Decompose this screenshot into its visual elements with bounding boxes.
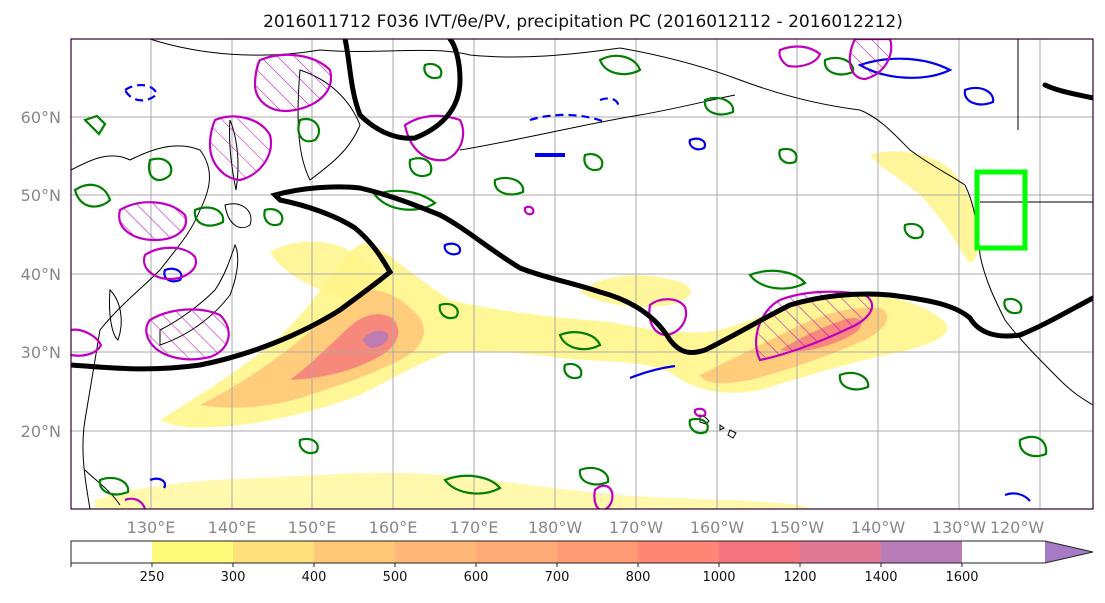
colorbar-tick-label: 600 <box>464 570 489 585</box>
colorbar-tick-label: 1000 <box>702 570 735 585</box>
map-frame <box>70 38 1094 510</box>
lon-label: 170°E <box>450 518 499 537</box>
precip-pc-small2 <box>523 205 535 216</box>
colorbar-outline <box>70 540 1094 564</box>
lon-label: 130°E <box>127 518 176 537</box>
precip-pc-west-edge <box>71 328 103 357</box>
colorbar-tick-label: 1200 <box>783 570 816 585</box>
colorbar-tick-label: 250 <box>140 570 165 585</box>
theta-e-northeast <box>1042 82 1093 101</box>
theta-e-main <box>71 184 1093 372</box>
theta-e-contours <box>71 39 1093 372</box>
colorbar-tick-label: 500 <box>383 570 408 585</box>
colorbar-tick-label: 700 <box>545 570 570 585</box>
precip-pc-north-bc <box>848 39 893 81</box>
precip-pc-south2 <box>124 497 147 509</box>
lat-label: 20°N <box>21 422 61 441</box>
precip-pc-west-japan <box>118 201 188 242</box>
coast-alaska <box>619 47 966 186</box>
colorbar-segment <box>314 541 395 563</box>
lat-label: 40°N <box>21 265 61 284</box>
lon-label: 140°W <box>851 518 906 537</box>
graticule <box>71 39 1093 509</box>
colorbar-segment <box>881 541 962 563</box>
lon-label: 160°E <box>369 518 418 537</box>
colorbar-segment <box>800 541 881 563</box>
map-panel <box>70 38 1094 510</box>
pv-positive-contours <box>73 54 1048 496</box>
colorbar-ticks: 250 300 400 500 600 700 800 1000 1200 1400 1600 <box>70 563 979 585</box>
lon-label: 160°W <box>690 518 745 537</box>
colorbar-tick-label: 1600 <box>945 570 978 585</box>
colorbar-segments <box>71 541 962 563</box>
coast-philippines <box>84 469 121 506</box>
longitude-labels: 130°E 140°E 150°E 160°E 170°E 180°W 170°… <box>127 518 1045 537</box>
coast-hawaii <box>699 414 737 439</box>
lat-label: 50°N <box>21 186 61 205</box>
colorbar-tick-label: 300 <box>221 570 246 585</box>
precip-pc-northwest <box>778 45 822 68</box>
latitude-labels: 60°N 50°N 40°N 30°N 20°N <box>21 108 61 441</box>
lon-label: 150°W <box>770 518 825 537</box>
precip-pc-japan-south <box>145 308 230 361</box>
theta-e-north <box>342 39 463 141</box>
coast-siberia-north <box>149 39 621 58</box>
colorbar-segment <box>152 541 233 563</box>
colorbar-segment <box>557 541 638 563</box>
precip-pc-korea <box>142 246 198 281</box>
colorbar-segment <box>395 541 476 563</box>
lon-label: 140°E <box>208 518 257 537</box>
colorbar-tick-label: 400 <box>302 570 327 585</box>
coast-hokkaido <box>224 203 252 229</box>
figure-title: 2016011712 F036 IVT/θe/PV, precipitation… <box>263 12 903 32</box>
ivt-coast-band <box>870 151 979 263</box>
pv-negative-contours <box>123 57 1031 502</box>
precip-pc-okhotsk <box>208 115 273 182</box>
coast-asia <box>71 145 210 509</box>
precip-pc-kamchatka <box>253 53 333 113</box>
colorbar-segment <box>719 541 800 563</box>
ivt-west-core <box>290 314 399 380</box>
colorbar-tick-label: 1400 <box>864 570 897 585</box>
lon-label: 170°W <box>609 518 664 537</box>
coast-korea <box>109 288 122 341</box>
lon-label: 120°W <box>990 518 1045 537</box>
precip-pc-aleutian <box>403 114 465 162</box>
colorbar-tick-label: 800 <box>626 570 651 585</box>
ivt-north-arm <box>270 241 395 298</box>
lon-label: 150°E <box>288 518 337 537</box>
ivt-west-peak <box>362 330 389 348</box>
colorbar-extend-arrow <box>1045 541 1093 563</box>
colorbar-segment <box>233 541 314 563</box>
colorbar-segment <box>476 541 557 563</box>
lon-label: 130°W <box>932 518 987 537</box>
ivt-colorbar: 250 300 400 500 600 700 800 1000 1200 1400 1600 <box>70 540 1094 585</box>
lat-label: 60°N <box>21 108 61 127</box>
target-region-box <box>974 169 1028 251</box>
colorbar-segment <box>71 541 152 563</box>
colorbar-segment <box>638 541 719 563</box>
lat-label: 30°N <box>21 343 61 362</box>
precip-pc-south <box>593 484 614 509</box>
ivt-south-band <box>95 472 812 509</box>
precip-pc-mid-pacific <box>648 298 688 337</box>
precip-pc-small1 <box>693 407 707 418</box>
lon-label: 180°W <box>528 518 583 537</box>
